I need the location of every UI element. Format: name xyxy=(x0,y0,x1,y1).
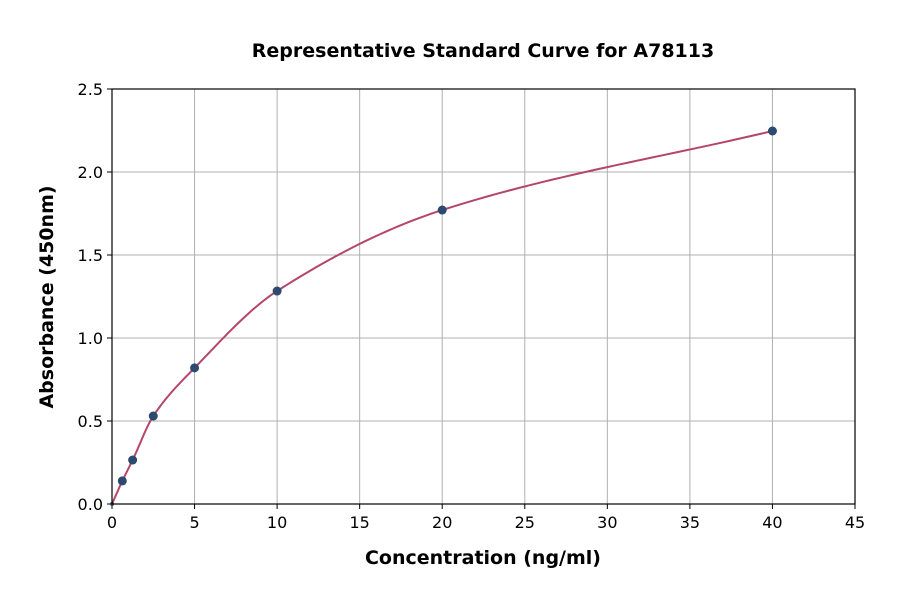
x-tick-label: 5 xyxy=(189,513,199,532)
y-tick-label: 2.0 xyxy=(78,163,103,182)
chart-title: Representative Standard Curve for A78113 xyxy=(252,40,714,62)
y-tick-label: 1.5 xyxy=(78,246,103,265)
x-tick-label: 25 xyxy=(515,513,535,532)
y-axis-label: Absorbance (450nm) xyxy=(36,185,58,408)
x-tick-label: 35 xyxy=(680,513,700,532)
y-tick-label: 0.0 xyxy=(78,495,103,514)
data-point xyxy=(190,363,200,373)
data-point xyxy=(767,126,777,136)
x-tick-label: 40 xyxy=(762,513,782,532)
data-point xyxy=(117,476,127,486)
x-axis-label: Concentration (ng/ml) xyxy=(365,547,601,569)
y-tick-label: 1.0 xyxy=(78,329,103,348)
x-tick-label: 45 xyxy=(845,513,865,532)
plot-frame xyxy=(111,88,856,505)
data-point xyxy=(272,286,282,296)
y-tick-label: 0.5 xyxy=(78,412,103,431)
data-point xyxy=(128,455,138,465)
x-tick-label: 20 xyxy=(432,513,452,532)
x-tick-label: 10 xyxy=(267,513,287,532)
x-tick-label: 30 xyxy=(597,513,617,532)
x-tick-label: 15 xyxy=(349,513,369,532)
data-point xyxy=(437,205,447,215)
x-tick-label: 0 xyxy=(107,513,117,532)
data-point xyxy=(148,411,158,421)
y-tick-label: 2.5 xyxy=(78,80,103,99)
